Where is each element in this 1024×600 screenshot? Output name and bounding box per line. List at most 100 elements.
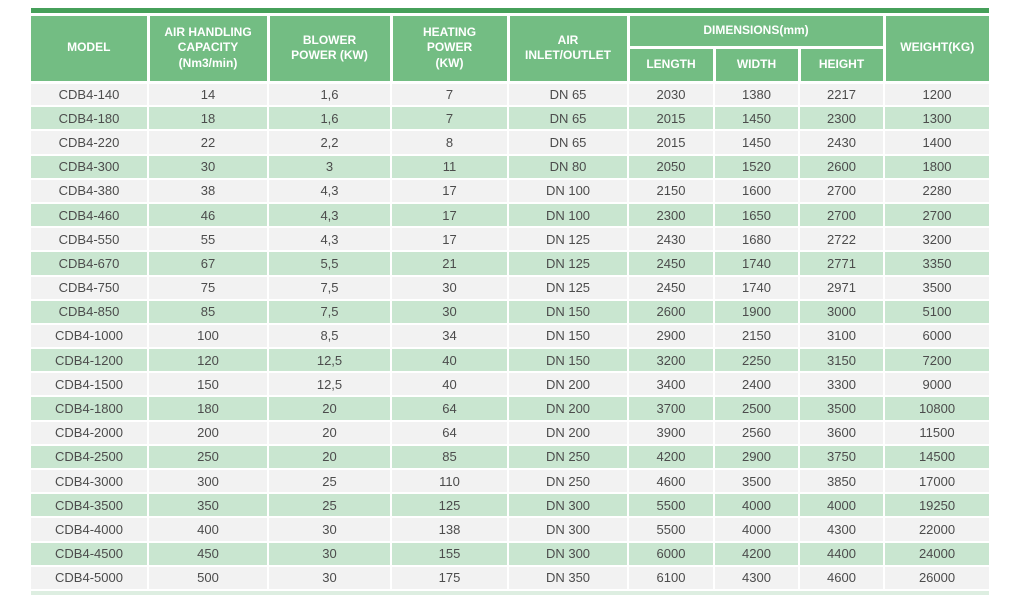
cell-model: CDB4-4500 [31, 541, 149, 567]
cell-width: 1600 [714, 178, 800, 204]
cell-capacity: 18 [148, 106, 269, 132]
cell-height: 2971 [799, 275, 886, 301]
table-row: CDB4-380 38 4,3 17 DN 100 2150 1600 2700 2280 [31, 178, 990, 204]
cell-weight: 2700 [884, 202, 990, 229]
cell-blower-power: 4,3 [268, 178, 392, 204]
cell-capacity: 400 [148, 517, 269, 543]
cell-height: 2700 [799, 178, 886, 204]
cell-model: CDB4-850 [31, 299, 149, 325]
cell-width: 1380 [714, 82, 800, 108]
cell-heating-power: 34 [391, 323, 509, 350]
cell-height: 3300 [799, 372, 886, 398]
table-row: CDB4-850 85 7,5 30 DN 150 2600 1900 3000 5100 [31, 299, 990, 325]
cell-air-inlet-outlet: DN 300 [508, 493, 629, 519]
cell-weight: 19250 [884, 493, 990, 519]
cell-heating-power: 110 [391, 469, 509, 495]
header-length: LENGTH [628, 47, 716, 84]
cell-capacity: 22 [148, 130, 269, 156]
cell-capacity: 55 [148, 227, 269, 253]
cell-blower-power: 20 [268, 420, 392, 446]
cell-width: 1520 [714, 154, 800, 180]
cell-capacity: 150 [148, 372, 269, 398]
table-row: CDB4-3500 350 25 125 DN 300 5500 4000 4000 19250 [31, 493, 990, 519]
cell-air-inlet-outlet: DN 125 [508, 227, 629, 253]
table-header: MODEL AIR HANDLING CAPACITY (Nm3/min) BL… [31, 16, 990, 84]
cell-length: 3200 [628, 348, 715, 374]
cell-air-inlet-outlet: DN 65 [508, 130, 629, 156]
cell-weight: 7200 [884, 348, 990, 374]
cell-width: 4200 [714, 541, 800, 567]
cell-weight: 9000 [884, 372, 990, 398]
cell-weight: 2280 [884, 178, 990, 204]
table-row: CDB4-220 22 2,2 8 DN 65 2015 1450 2430 1400 [31, 130, 990, 156]
cell-length: 2430 [628, 227, 715, 253]
cell-width: 1740 [714, 275, 800, 301]
cell-weight: 3200 [884, 227, 990, 253]
cell-model: CDB4-300 [31, 154, 149, 180]
table-top-border [31, 8, 989, 13]
cell-height: 3150 [799, 348, 886, 374]
cell-heating-power: 155 [391, 541, 509, 567]
cell-model: CDB4-2000 [31, 420, 149, 446]
cell-heating-power: 21 [391, 251, 509, 277]
cell-model: CDB4-1500 [31, 372, 149, 398]
cell-air-inlet-outlet: DN 300 [508, 541, 629, 567]
table-row: CDB4-1200 120 12,5 40 DN 150 3200 2250 3150 7200 [31, 348, 990, 374]
header-heating-power: HEATING POWER (KW) [389, 16, 510, 84]
cell-model: CDB4-2500 [31, 444, 149, 471]
cell-weight: 11500 [884, 420, 990, 446]
cell-model: CDB4-750 [31, 275, 149, 301]
cell-height: 2600 [799, 154, 886, 180]
cell-length: 5500 [628, 493, 715, 519]
cell-heating-power: 30 [391, 299, 509, 325]
cell-length: 2150 [628, 178, 715, 204]
cell-length: 2900 [628, 323, 715, 350]
cell-capacity: 67 [148, 251, 269, 277]
cell-weight: 26000 [884, 565, 990, 591]
cell-height: 3500 [799, 396, 886, 422]
cell-heating-power: 17 [391, 227, 509, 253]
cell-width: 4000 [714, 517, 800, 543]
cell-width: 1650 [714, 202, 800, 229]
cell-length: 2015 [628, 106, 715, 132]
cell-model: CDB4-1200 [31, 348, 149, 374]
cell-width: 1680 [714, 227, 800, 253]
cell-weight: 1300 [884, 106, 990, 132]
cell-model: CDB4-3000 [31, 469, 149, 495]
cell-air-inlet-outlet: DN 125 [508, 251, 629, 277]
cell-weight: 1800 [884, 154, 990, 180]
cell-model: CDB4-550 [31, 227, 149, 253]
cell-heating-power: 11 [391, 154, 509, 180]
cell-model: CDB4-180 [31, 106, 149, 132]
cell-air-inlet-outlet: DN 350 [508, 565, 629, 591]
cell-height: 4300 [799, 517, 886, 543]
cell-model: CDB4-5000 [31, 565, 149, 591]
cell-width: 2560 [714, 420, 800, 446]
table-row: CDB4-550 55 4,3 17 DN 125 2430 1680 2722 3200 [31, 227, 990, 253]
cell-width: 2500 [714, 396, 800, 422]
cell-heating-power: 40 [391, 348, 509, 374]
cell-capacity: 180 [148, 396, 269, 422]
table-bottom-border [31, 590, 989, 595]
cell-heating-power: 7 [391, 106, 509, 132]
cell-capacity: 46 [148, 202, 269, 229]
cell-model: CDB4-220 [31, 130, 149, 156]
cell-blower-power: 12,5 [268, 372, 392, 398]
table-row: CDB4-5000 500 30 175 DN 350 6100 4300 4600 26000 [31, 565, 990, 591]
cell-length: 3400 [628, 372, 715, 398]
cell-air-inlet-outlet: DN 100 [508, 202, 629, 229]
cell-air-inlet-outlet: DN 65 [508, 106, 629, 132]
table-row: CDB4-300 30 3 11 DN 80 2050 1520 2600 1800 [31, 154, 990, 180]
table-row: CDB4-1500 150 12,5 40 DN 200 3400 2400 3300 9000 [31, 372, 990, 398]
cell-height: 3600 [799, 420, 886, 446]
table-row: CDB4-4500 450 30 155 DN 300 6000 4200 4400 24000 [31, 541, 990, 567]
cell-heating-power: 40 [391, 372, 509, 398]
cell-height: 2700 [799, 202, 886, 229]
cell-height: 4000 [799, 493, 886, 519]
cell-width: 2150 [714, 323, 800, 350]
cell-model: CDB4-140 [31, 82, 149, 108]
table-row: CDB4-1000 100 8,5 34 DN 150 2900 2150 3100 6000 [31, 323, 990, 350]
cell-width: 4000 [714, 493, 800, 519]
cell-model: CDB4-670 [31, 251, 149, 277]
